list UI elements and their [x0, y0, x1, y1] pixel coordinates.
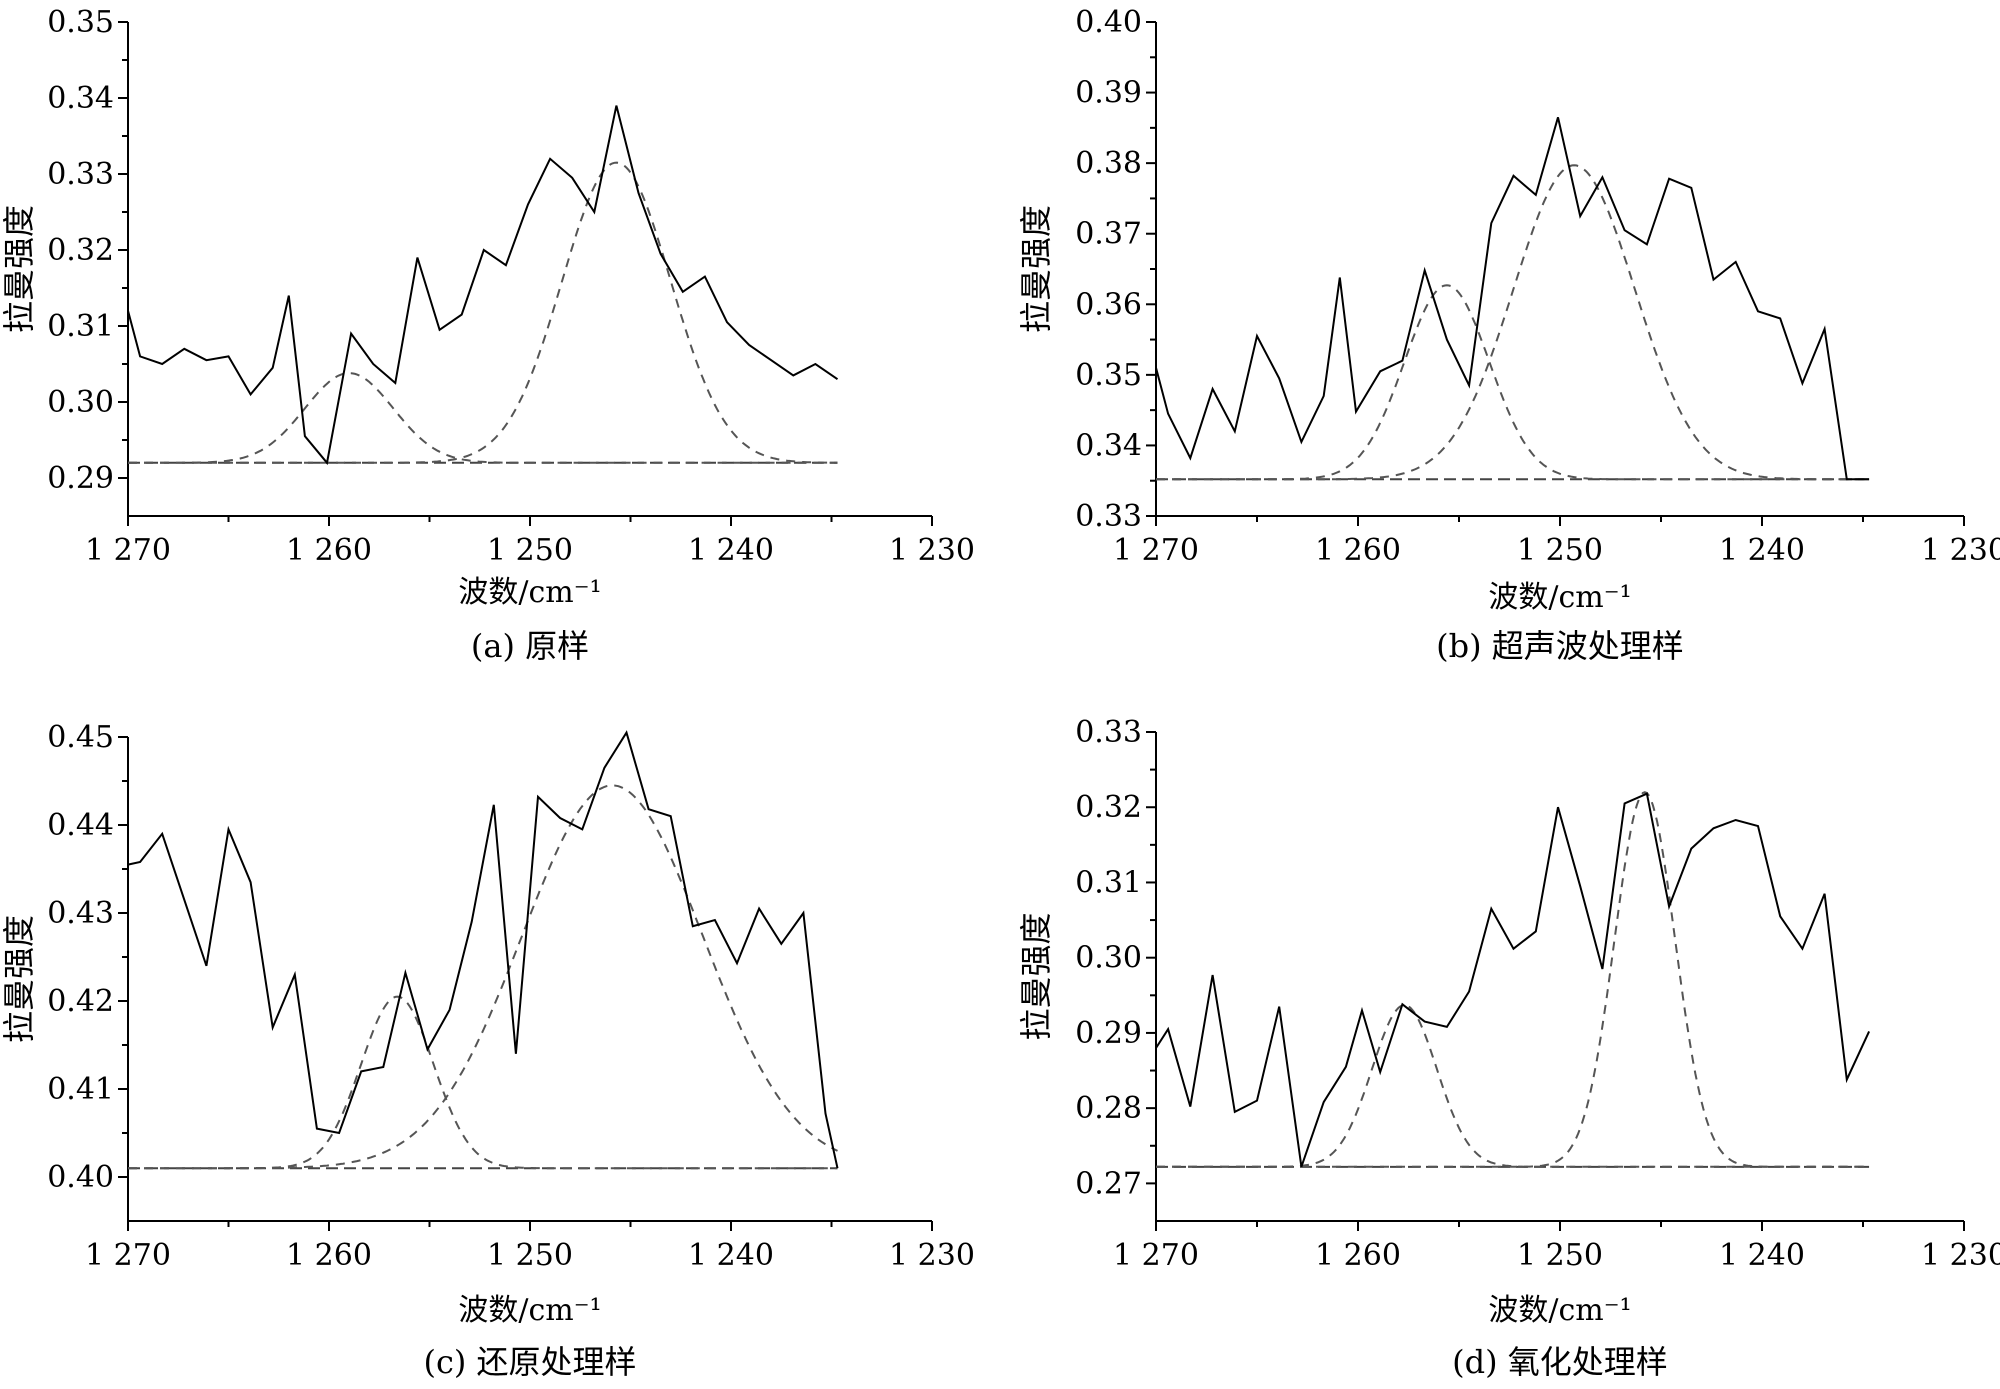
fitted-peak-1 [1156, 284, 1870, 481]
panel-d: 0.27 0.28 0.29 0.30 0.31 0.32 0.33 1 270 1 260 1 … [1017, 715, 2000, 1381]
y-tick-label: 0.35 [1075, 358, 1142, 393]
y-tick-label: 0.42 [47, 984, 114, 1019]
y-tick-label: 0.43 [47, 896, 114, 931]
y-tick-label: 0.37 [1075, 217, 1142, 252]
fitted-peak-2 [1156, 791, 1870, 1168]
x-tick-label: 1 240 [1719, 1238, 1805, 1273]
y-tick-label: 0.32 [47, 233, 114, 268]
x-tick-label: 1 240 [688, 1238, 774, 1273]
y-tick-label: 0.40 [1075, 5, 1142, 40]
x-axis-label: 波数/cm⁻¹ [1488, 580, 1631, 615]
x-axis-label: 波数/cm⁻¹ [458, 1293, 601, 1328]
raman-spectrum-line [127, 730, 839, 1169]
y-tick-label: 0.44 [47, 808, 114, 843]
fitted-peak-1 [128, 372, 838, 464]
y-tick-label: 0.33 [1075, 499, 1142, 534]
fitted-peak-2 [1156, 164, 1870, 481]
panel-caption: (a) 原样 [471, 627, 589, 665]
panel-b: 0.33 0.34 0.35 0.36 0.37 0.38 0.39 0.40 1 270 1 2… [1017, 5, 2000, 665]
fitted-peak-1 [128, 995, 838, 1170]
y-axis-label: 拉曼强度 [1017, 912, 1055, 1040]
x-tick-label: 1 270 [1113, 1238, 1199, 1273]
panel-caption: (b) 超声波处理样 [1436, 627, 1684, 665]
panel-a: 0.29 0.30 0.31 0.32 0.33 0.34 0.35 1 270 1 260 1 … [0, 5, 975, 665]
x-tick-label: 1 230 [889, 1238, 975, 1273]
fitted-peak-1 [1156, 1004, 1870, 1168]
fitted-peak-2 [128, 784, 838, 1170]
y-tick-label: 0.31 [47, 309, 114, 344]
x-tick-label: 1 270 [1113, 533, 1199, 568]
y-tick-label: 0.32 [1075, 790, 1142, 825]
raman-spectrum-line [1155, 117, 1870, 481]
x-tick-label: 1 240 [1719, 533, 1805, 568]
y-tick-label: 0.34 [1075, 428, 1142, 463]
y-axis-label: 拉曼强度 [0, 915, 38, 1043]
y-tick-label: 0.39 [1075, 76, 1142, 111]
y-tick-label: 0.30 [47, 385, 114, 420]
x-tick-label: 1 270 [85, 533, 171, 568]
x-tick-label: 1 250 [1517, 533, 1603, 568]
panel-caption: (d) 氧化处理样 [1452, 1343, 1668, 1381]
x-axis-label: 波数/cm⁻¹ [458, 575, 601, 610]
y-tick-label: 0.35 [47, 5, 114, 40]
y-tick-label: 0.41 [47, 1072, 114, 1107]
x-tick-label: 1 230 [1921, 533, 2000, 568]
x-tick-label: 1 270 [85, 1238, 171, 1273]
x-tick-label: 1 250 [1517, 1238, 1603, 1273]
x-tick-label: 1 260 [1315, 1238, 1401, 1273]
y-tick-label: 0.30 [1075, 941, 1142, 976]
y-tick-label: 0.34 [47, 81, 114, 116]
x-tick-label: 1 260 [1315, 533, 1401, 568]
x-tick-label: 1 250 [487, 533, 573, 568]
raman-spectrum-line [1155, 792, 1871, 1168]
x-axis-label: 波数/cm⁻¹ [1488, 1293, 1631, 1328]
y-axis-label: 拉曼强度 [0, 205, 38, 333]
y-tick-label: 0.45 [47, 720, 114, 755]
y-tick-label: 0.29 [1075, 1016, 1142, 1051]
x-tick-label: 1 230 [889, 533, 975, 568]
y-tick-label: 0.31 [1075, 865, 1142, 900]
y-tick-label: 0.28 [1075, 1091, 1142, 1126]
y-tick-label: 0.36 [1075, 287, 1142, 322]
x-tick-label: 1 260 [286, 1238, 372, 1273]
panel-caption: (c) 还原处理样 [423, 1343, 636, 1381]
raman-spectrum-line [127, 105, 839, 466]
x-tick-label: 1 230 [1921, 1238, 2000, 1273]
y-tick-label: 0.33 [1075, 715, 1142, 750]
y-tick-label: 0.40 [47, 1160, 114, 1195]
x-tick-label: 1 250 [487, 1238, 573, 1273]
x-tick-label: 1 240 [688, 533, 774, 568]
fitted-peak-2 [128, 161, 838, 464]
y-tick-label: 0.33 [47, 157, 114, 192]
y-tick-label: 0.38 [1075, 146, 1142, 181]
panel-c: 0.40 0.41 0.42 0.43 0.44 0.45 1 270 1 260 1 250 1… [0, 720, 975, 1381]
y-tick-label: 0.29 [47, 461, 114, 496]
y-axis-label: 拉曼强度 [1017, 205, 1055, 333]
x-tick-label: 1 260 [286, 533, 372, 568]
y-tick-label: 0.27 [1075, 1166, 1142, 1201]
